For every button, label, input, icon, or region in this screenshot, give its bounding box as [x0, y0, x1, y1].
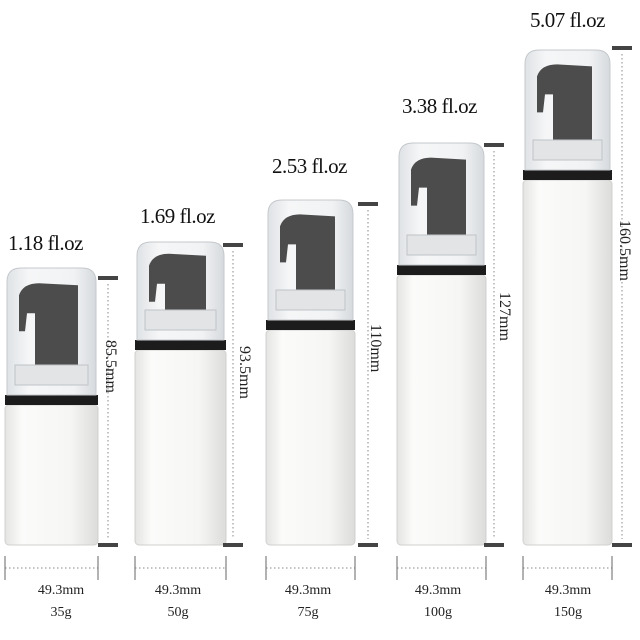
bottle-4-capacity: 3.38 fl.oz	[402, 94, 477, 118]
bottle-3-capacity: 2.53 fl.oz	[272, 154, 347, 178]
bottle-2-body	[134, 349, 227, 546]
bottle-5-height-label: 160.5mm	[616, 220, 633, 281]
bottle-4-pump-shoulder	[406, 234, 477, 256]
bottle-1-height-label: 85.5mm	[102, 340, 119, 393]
bottle-2-pump-shoulder	[144, 309, 217, 331]
bottle-5-collar	[523, 170, 612, 180]
bottle-5-pump-shoulder	[532, 139, 603, 161]
bottle-4-body	[396, 274, 487, 546]
bottle-1-weight: 35g	[50, 605, 72, 620]
bottle-4-collar	[397, 265, 486, 275]
bottle-1-pump-head	[19, 283, 78, 365]
bottle-5-body	[522, 179, 613, 546]
bottle-5-height-bottom-marker	[612, 543, 632, 547]
bottle-1-diameter: 49.3mm	[37, 583, 85, 598]
bottle-5-weight: 150g	[554, 605, 582, 620]
bottle-3-height-top-marker	[358, 202, 378, 206]
bottle-3-body	[265, 329, 356, 546]
bottle-1-capacity: 1.18 fl.oz	[8, 231, 83, 255]
bottle-2-weight: 50g	[167, 605, 189, 620]
bottle-4-height-label: 127mm	[496, 292, 513, 341]
bottle-2-capacity: 1.69 fl.oz	[140, 204, 215, 228]
bottle-1-height-bottom-marker	[98, 543, 118, 547]
bottle-1-collar	[5, 395, 98, 405]
bottle-1-height-top-marker	[98, 276, 118, 280]
bottle-5-pump-head	[537, 64, 592, 140]
bottle-4-diameter: 49.3mm	[414, 583, 462, 598]
bottle-3-height-bottom-marker	[358, 543, 378, 547]
bottle-2-pump-head	[149, 253, 206, 310]
bottle-2-collar	[135, 340, 226, 350]
bottle-4-pump-head	[411, 157, 466, 235]
bottle-5-capacity: 5.07 fl.oz	[530, 8, 605, 32]
bottle-4-weight: 100g	[424, 605, 452, 620]
bottle-3-height-label: 110mm	[367, 324, 384, 373]
bottle-1-body	[4, 404, 99, 546]
bottle-3-pump-head	[280, 214, 335, 290]
bottle-3-diameter: 49.3mm	[284, 583, 332, 598]
bottle-3-weight: 75g	[297, 605, 319, 620]
bottle-3-pump-shoulder	[275, 289, 346, 311]
bottle-2-height-label: 93.5mm	[236, 346, 253, 399]
bottle-1-pump-shoulder	[14, 364, 89, 386]
bottle-4-height-top-marker	[484, 143, 504, 147]
bottle-2-height-top-marker	[223, 243, 243, 247]
bottle-2-diameter: 49.3mm	[154, 583, 202, 598]
bottle-4-height-bottom-marker	[484, 543, 504, 547]
bottle-5-diameter: 49.3mm	[544, 583, 592, 598]
bottle-5-height-top-marker	[612, 46, 632, 50]
bottle-2-height-bottom-marker	[223, 543, 243, 547]
bottle-3-collar	[266, 320, 355, 330]
